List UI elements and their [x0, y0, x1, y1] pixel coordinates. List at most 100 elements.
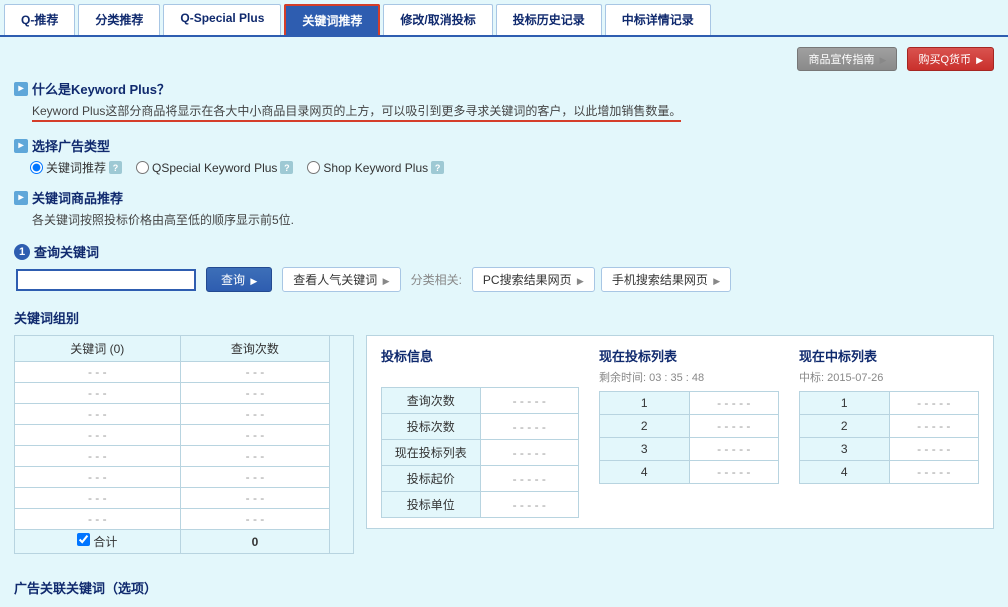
keyword-header: 关键词 (0) — [15, 336, 181, 362]
table-row: - - -- - - — [15, 467, 354, 488]
ad-type-radio[interactable] — [307, 161, 320, 174]
table-row: - - -- - - — [15, 488, 354, 509]
current-win-title: 现在中标列表 — [799, 346, 979, 365]
ad-type-title: 选择广告类型 — [32, 136, 110, 155]
bid-info-panel: 投标信息 查询次数- - - - -投标次数- - - - -现在投标列表- -… — [381, 346, 579, 518]
buy-currency-label: 购买Q货币 — [918, 54, 971, 66]
bid-info-table: 查询次数- - - - -投标次数- - - - -现在投标列表- - - - … — [381, 387, 579, 518]
guide-button[interactable]: 商品宣传指南 ▶ — [797, 47, 897, 71]
chevron-right-icon: ▶ — [713, 276, 720, 286]
table-row: 2- - - - - — [800, 415, 979, 438]
table-row: 4- - - - - — [600, 461, 779, 484]
chevron-right-icon: ▶ — [250, 276, 257, 286]
current-bid-table: 1- - - - -2- - - - -3- - - - -4- - - - - — [599, 391, 779, 484]
query-row: 查询 ▶ 查看人气关键词 ▶ 分类相关: PC搜索结果网页 ▶手机搜索结果网页 … — [16, 267, 994, 292]
table-row: 4- - - - - — [800, 461, 979, 484]
section-title: ▸ 什么是Keyword Plus？ — [14, 79, 994, 98]
tab-4[interactable]: 修改/取消投标 — [383, 4, 492, 35]
popular-keywords-button[interactable]: 查看人气关键词 ▶ — [282, 267, 400, 292]
table-row: 投标单位- - - - - — [382, 492, 579, 518]
keyword-table: 关键词 (0)查询次数- - -- - -- - -- - -- - -- - … — [14, 335, 354, 554]
table-row: 3- - - - - — [800, 438, 979, 461]
ad-type-radio[interactable] — [136, 161, 149, 174]
scrollbar[interactable] — [330, 336, 354, 554]
table-row: - - -- - - — [15, 362, 354, 383]
tab-bar: Q-推荐分类推荐Q-Special Plus关键词推荐修改/取消投标投标历史记录… — [0, 0, 1008, 37]
section-what: ▸ 什么是Keyword Plus？ Keyword Plus这部分商品将显示在… — [0, 71, 1008, 128]
section-title: ▸ 关键词商品推荐 — [14, 188, 994, 207]
keyword-search-input[interactable] — [16, 269, 196, 291]
popular-keywords-label: 查看人气关键词 — [293, 273, 377, 287]
ad-type-radio[interactable] — [30, 161, 43, 174]
table-row: - - -- - - — [15, 425, 354, 446]
ad-type-option-0[interactable]: 关键词推荐? — [30, 159, 122, 176]
tab-5[interactable]: 投标历史记录 — [496, 4, 602, 35]
tab-2[interactable]: Q-Special Plus — [163, 4, 281, 35]
bid-info-spacer — [381, 369, 579, 381]
expand-icon[interactable]: ▸ — [14, 191, 28, 205]
table-row: 投标次数- - - - - — [382, 414, 579, 440]
guide-button-label: 商品宣传指南 — [808, 54, 874, 66]
keyword-group-title: 关键词组别 — [0, 296, 1008, 331]
buy-currency-button[interactable]: 购买Q货币 ▶ — [907, 47, 994, 71]
chevron-right-icon: ▶ — [880, 55, 887, 65]
section-title: ▸ 选择广告类型 — [14, 136, 994, 155]
query-button[interactable]: 查询 ▶ — [206, 267, 272, 292]
total-row: 合计0 — [15, 530, 354, 554]
related-button-0[interactable]: PC搜索结果网页 ▶ — [472, 267, 595, 292]
table-row: 2- - - - - — [600, 415, 779, 438]
step-title: 1 查询关键词 — [14, 242, 994, 261]
table-row: - - -- - - — [15, 509, 354, 530]
step-number: 1 — [14, 244, 30, 260]
panels-row: 关键词 (0)查询次数- - -- - -- - -- - -- - -- - … — [0, 331, 1008, 558]
tab-6[interactable]: 中标详情记录 — [605, 4, 711, 35]
ad-type-option-1[interactable]: QSpecial Keyword Plus? — [136, 161, 293, 175]
ad-type-label: Shop Keyword Plus — [323, 161, 428, 175]
chevron-right-icon: ▶ — [976, 55, 983, 65]
footer-title: 广告关联关键词（选项） — [0, 558, 1008, 607]
current-bid-sub: 剩余时间: 03 : 35 : 48 — [599, 369, 779, 385]
ad-type-label: QSpecial Keyword Plus — [152, 161, 277, 175]
ad-type-option-2[interactable]: Shop Keyword Plus? — [307, 161, 444, 175]
section-keyword-rec: ▸ 关键词商品推荐 各关键词按照投标价格由高至低的顺序显示前5位. — [0, 180, 1008, 234]
bid-info-title: 投标信息 — [381, 346, 579, 365]
related-label: 分类相关: — [411, 271, 462, 288]
expand-icon[interactable]: ▸ — [14, 139, 28, 153]
total-checkbox[interactable] — [77, 533, 90, 546]
help-icon[interactable]: ? — [280, 161, 293, 174]
table-row: 查询次数- - - - - — [382, 388, 579, 414]
table-row: 3- - - - - — [600, 438, 779, 461]
current-win-table: 1- - - - -2- - - - -3- - - - -4- - - - - — [799, 391, 979, 484]
tab-0[interactable]: Q-推荐 — [4, 4, 75, 35]
count-header: 查询次数 — [180, 336, 330, 362]
tab-1[interactable]: 分类推荐 — [78, 4, 160, 35]
right-panels: 投标信息 查询次数- - - - -投标次数- - - - -现在投标列表- -… — [366, 335, 994, 529]
tab-3[interactable]: 关键词推荐 — [284, 4, 380, 35]
what-title: 什么是Keyword Plus？ — [32, 79, 170, 98]
what-desc: Keyword Plus这部分商品将显示在各大中小商品目录网页的上方，可以吸引到… — [32, 102, 681, 122]
help-icon[interactable]: ? — [109, 161, 122, 174]
step-title-text: 查询关键词 — [34, 242, 99, 261]
section-step-query: 1 查询关键词 查询 ▶ 查看人气关键词 ▶ 分类相关: PC搜索结果网页 ▶手… — [0, 234, 1008, 296]
query-button-label: 查询 — [221, 273, 245, 287]
related-button-1[interactable]: 手机搜索结果网页 ▶ — [601, 267, 731, 292]
top-button-row: 商品宣传指南 ▶ 购买Q货币 ▶ — [0, 37, 1008, 71]
expand-icon[interactable]: ▸ — [14, 82, 28, 96]
chevron-right-icon: ▶ — [577, 276, 584, 286]
table-row: - - -- - - — [15, 383, 354, 404]
help-icon[interactable]: ? — [431, 161, 444, 174]
current-win-sub: 中标: 2015-07-26 — [799, 369, 979, 385]
current-bid-title: 现在投标列表 — [599, 346, 779, 365]
keyword-rec-desc: 各关键词按照投标价格由高至低的顺序显示前5位. — [32, 211, 994, 228]
keyword-rec-title: 关键词商品推荐 — [32, 188, 123, 207]
table-row: - - -- - - — [15, 404, 354, 425]
section-ad-type: ▸ 选择广告类型 关键词推荐?QSpecial Keyword Plus?Sho… — [0, 128, 1008, 180]
chevron-right-icon: ▶ — [383, 276, 390, 286]
ad-type-label: 关键词推荐 — [46, 159, 106, 176]
table-row: 1- - - - - — [600, 392, 779, 415]
current-bid-panel: 现在投标列表 剩余时间: 03 : 35 : 48 1- - - - -2- -… — [599, 346, 779, 518]
what-desc-wrap: Keyword Plus这部分商品将显示在各大中小商品目录网页的上方，可以吸引到… — [32, 102, 994, 122]
table-row: 1- - - - - — [800, 392, 979, 415]
current-win-panel: 现在中标列表 中标: 2015-07-26 1- - - - -2- - - -… — [799, 346, 979, 518]
table-row: - - -- - - — [15, 446, 354, 467]
